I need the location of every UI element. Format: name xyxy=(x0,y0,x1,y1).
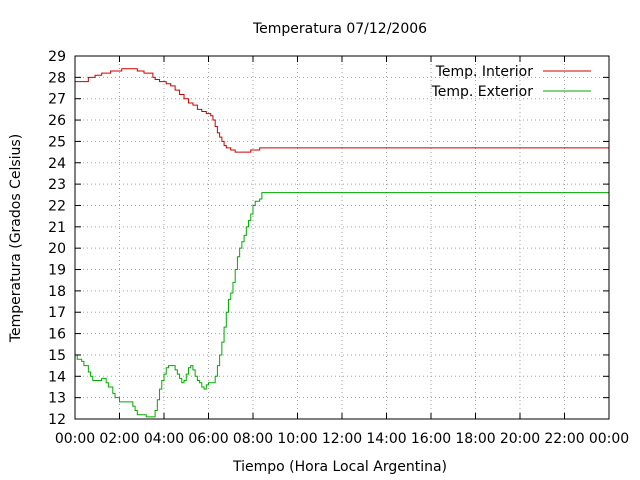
y-tick-label: 12 xyxy=(48,412,66,428)
y-tick-label: 20 xyxy=(48,241,66,257)
y-tick-labels: 12 13 14 15 16 17 18 19 20 21 22 23 24 25 26 27 28 29 xyxy=(48,49,66,428)
y-tick-label: 27 xyxy=(48,92,66,108)
series-layer xyxy=(75,68,609,418)
x-tick-label: 00:00 xyxy=(55,431,95,447)
x-tick-labels: 00:00 02:00 04:00 06:00 08:00 10:00 12:00 14:00… xyxy=(55,431,629,447)
y-tick-label: 24 xyxy=(48,156,66,172)
x-tick-label: 20:00 xyxy=(500,431,540,447)
y-tick-label: 21 xyxy=(48,220,66,236)
x-axis-label: Tiempo (Hora Local Argentina) xyxy=(232,459,447,475)
x-tick-label: 18:00 xyxy=(455,431,495,447)
y-tick-label: 19 xyxy=(48,263,66,279)
ticks xyxy=(74,55,610,420)
y-tick-label: 16 xyxy=(48,327,66,343)
chart-title: Temperatura 07/12/2006 xyxy=(252,21,427,37)
y-tick-label: 25 xyxy=(48,134,66,150)
series-line-temp-interior xyxy=(75,68,609,153)
legend-label: Temp. Exterior xyxy=(431,84,534,100)
y-tick-label: 15 xyxy=(48,348,66,364)
y-tick-label: 28 xyxy=(48,70,66,86)
x-tick-label: 10:00 xyxy=(277,431,317,447)
x-tick-label: 22:00 xyxy=(544,431,584,447)
x-tick-label: 04:00 xyxy=(144,431,184,447)
y-tick-label: 14 xyxy=(48,369,66,385)
x-tick-label: 12:00 xyxy=(322,431,362,447)
grid xyxy=(75,56,609,419)
x-tick-label: 16:00 xyxy=(411,431,451,447)
x-tick-label: 14:00 xyxy=(366,431,406,447)
legend: Temp. Interior Temp. Exterior xyxy=(431,64,591,100)
y-tick-label: 18 xyxy=(48,284,66,300)
y-tick-label: 29 xyxy=(48,49,66,65)
legend-label: Temp. Interior xyxy=(435,64,534,80)
x-tick-label: 08:00 xyxy=(233,431,273,447)
x-tick-label: 06:00 xyxy=(188,431,228,447)
x-tick-label: 00:00 xyxy=(589,431,629,447)
y-tick-label: 17 xyxy=(48,305,66,321)
x-tick-label: 02:00 xyxy=(99,431,139,447)
y-tick-label: 23 xyxy=(48,177,66,193)
y-tick-label: 13 xyxy=(48,391,66,407)
y-tick-label: 26 xyxy=(48,113,66,129)
y-axis-label: Temperatura (Grados Celsius) xyxy=(8,134,24,343)
series-line-temp-exterior xyxy=(75,192,609,418)
y-tick-label: 22 xyxy=(48,198,66,214)
